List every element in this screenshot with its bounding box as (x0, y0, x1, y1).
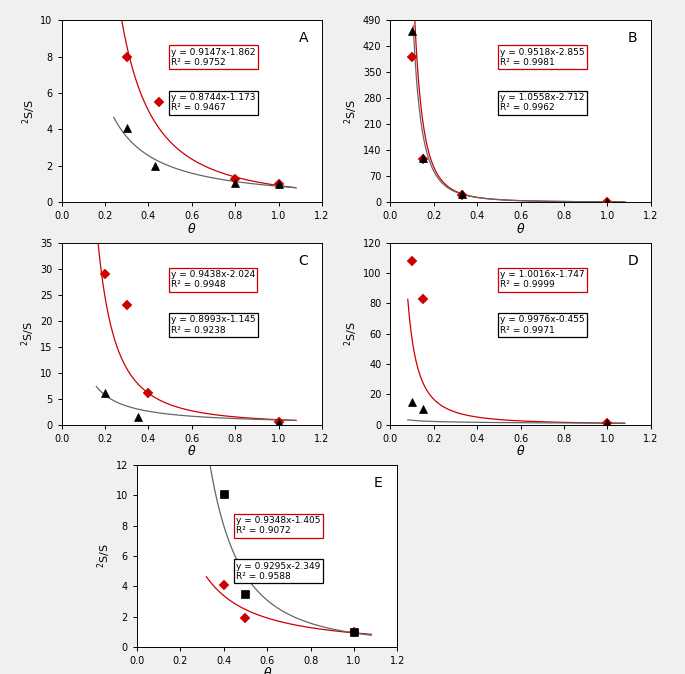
Y-axis label: $^2$S/S: $^2$S/S (342, 99, 360, 123)
X-axis label: θ: θ (188, 445, 196, 458)
Text: y = 0.8993x-1.145
R² = 0.9238: y = 0.8993x-1.145 R² = 0.9238 (171, 315, 256, 335)
Y-axis label: $^2$S/S: $^2$S/S (95, 544, 113, 568)
Text: A: A (299, 31, 308, 45)
Text: y = 0.9348x-1.405
R² = 0.9072: y = 0.9348x-1.405 R² = 0.9072 (236, 516, 321, 535)
Text: y = 0.9976x-0.455
R² = 0.9971: y = 0.9976x-0.455 R² = 0.9971 (500, 315, 584, 335)
X-axis label: θ: θ (188, 222, 196, 236)
Text: y = 0.9438x-2.024
R² = 0.9948: y = 0.9438x-2.024 R² = 0.9948 (171, 270, 256, 289)
Text: D: D (627, 253, 638, 268)
X-axis label: θ: θ (516, 445, 525, 458)
Text: y = 1.0016x-1.747
R² = 0.9999: y = 1.0016x-1.747 R² = 0.9999 (500, 270, 584, 289)
Text: C: C (299, 253, 308, 268)
Text: y = 0.9295x-2.349
R² = 0.9588: y = 0.9295x-2.349 R² = 0.9588 (236, 561, 321, 581)
Y-axis label: $^2$S/S: $^2$S/S (20, 99, 38, 123)
Y-axis label: $^2$S/S: $^2$S/S (342, 321, 360, 346)
Text: y = 0.8744x-1.173
R² = 0.9467: y = 0.8744x-1.173 R² = 0.9467 (171, 93, 256, 113)
Text: y = 0.9518x-2.855
R² = 0.9981: y = 0.9518x-2.855 R² = 0.9981 (500, 47, 584, 67)
X-axis label: θ: θ (516, 222, 525, 236)
Y-axis label: $^2$S/S: $^2$S/S (20, 321, 38, 346)
X-axis label: θ: θ (263, 667, 271, 674)
Text: y = 0.9147x-1.862
R² = 0.9752: y = 0.9147x-1.862 R² = 0.9752 (171, 47, 256, 67)
Text: B: B (627, 31, 637, 45)
Text: y = 1.0558x-2.712
R² = 0.9962: y = 1.0558x-2.712 R² = 0.9962 (500, 93, 584, 113)
Text: E: E (374, 476, 383, 490)
